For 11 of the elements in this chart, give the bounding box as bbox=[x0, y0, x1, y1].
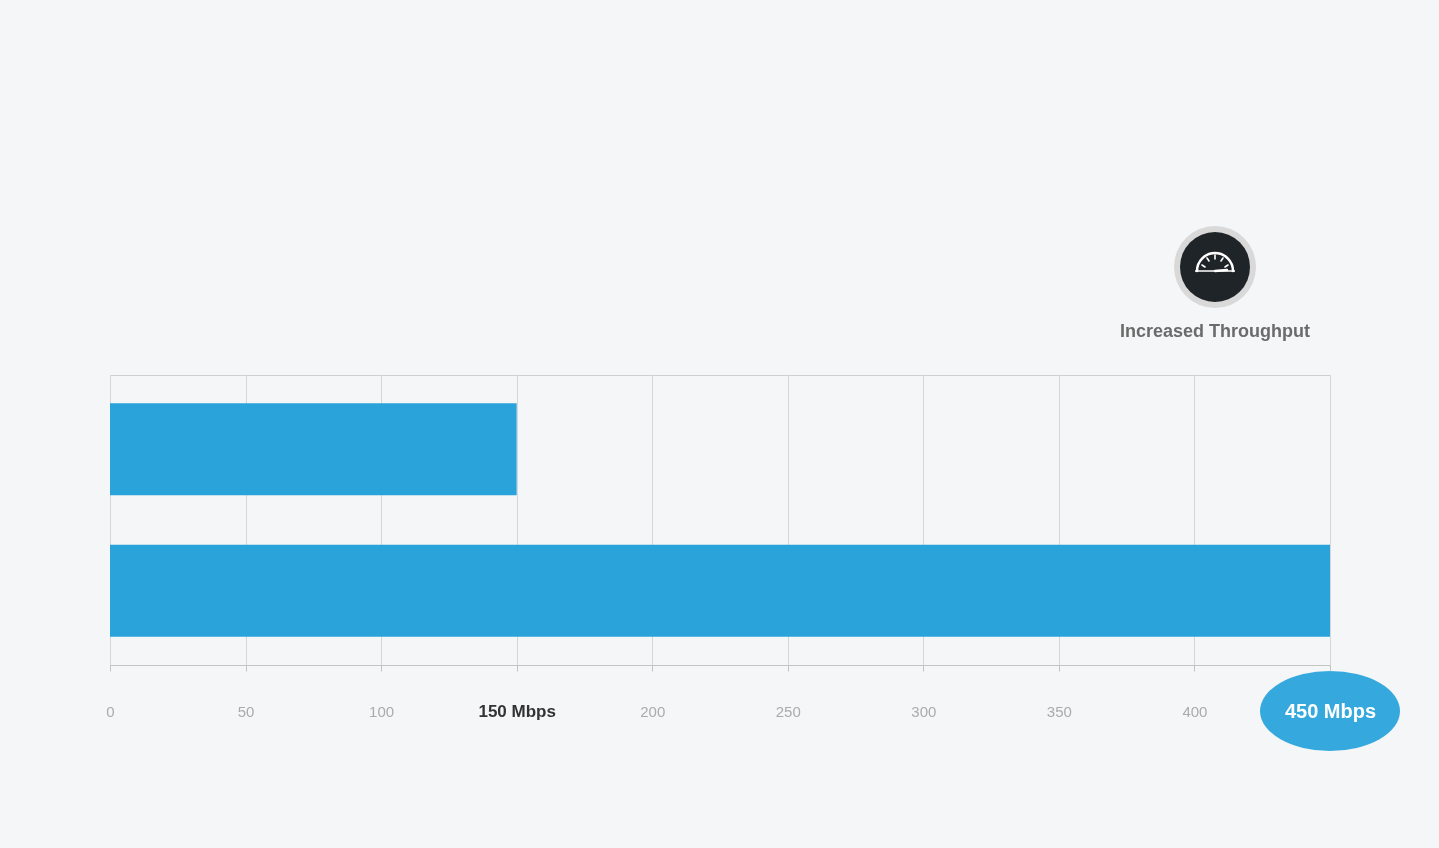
x-tick-label: 50 bbox=[237, 702, 255, 720]
x-tick-label: 450 Mbps bbox=[1284, 699, 1377, 722]
x-tick-label: 250 bbox=[775, 702, 801, 720]
x-tick-label: 200 bbox=[640, 702, 666, 720]
x-tick-label: 150 Mbps bbox=[478, 701, 556, 721]
x-tick-label: 0 bbox=[106, 702, 115, 720]
x-tick-label: 300 bbox=[911, 702, 937, 720]
x-tick-label: 350 bbox=[1046, 702, 1072, 720]
x-tick-label: 400 bbox=[1182, 702, 1208, 720]
text: Increased Throughput bbox=[1119, 321, 1311, 342]
x-tick-label: 100 bbox=[369, 702, 395, 720]
